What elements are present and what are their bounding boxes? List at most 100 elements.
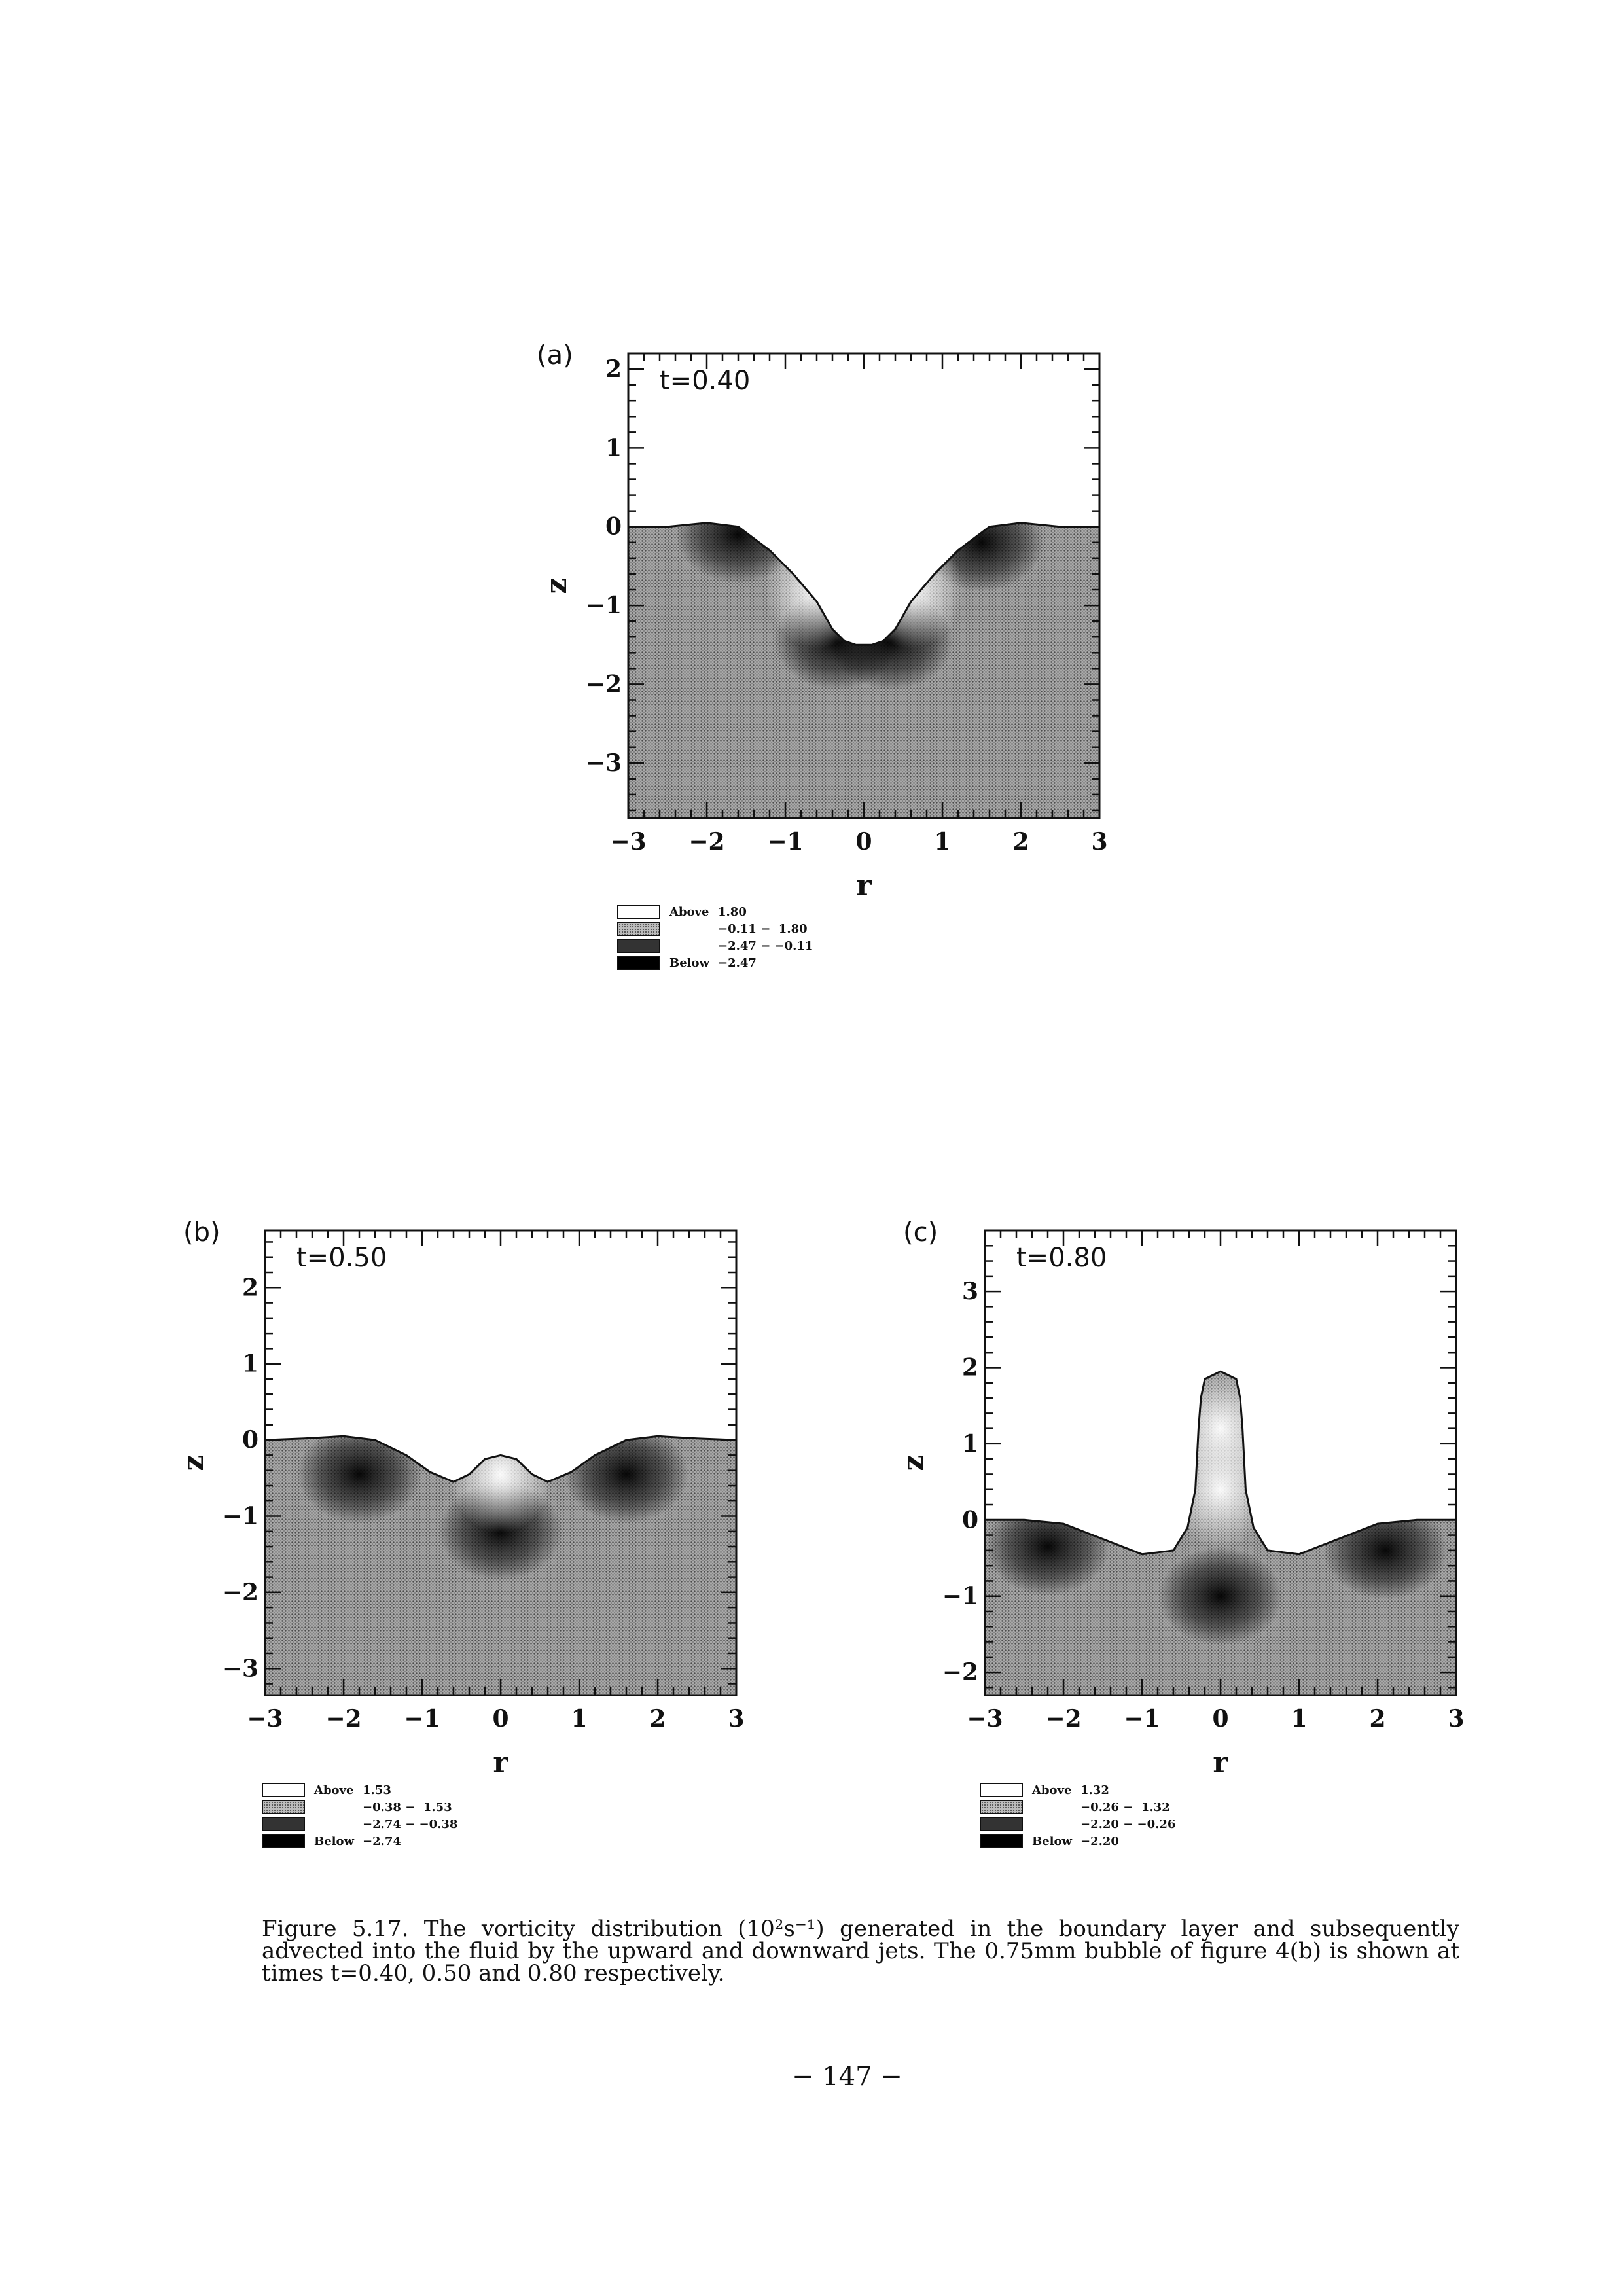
y-tick-label: −3 bbox=[223, 1655, 259, 1682]
y-tick-label: 2 bbox=[962, 1354, 978, 1382]
y-tick-label: −1 bbox=[223, 1502, 259, 1530]
legend-range: −2.47 − −0.11 bbox=[718, 939, 813, 953]
swatch-black bbox=[262, 1834, 305, 1848]
x-tick-label: 3 bbox=[728, 1705, 744, 1732]
legend-range: −0.11 − 1.80 bbox=[718, 922, 808, 936]
swatch-white bbox=[617, 905, 660, 919]
legend-a: Above 1.80 −0.11 − 1.80 −2.47 − −0.11 Bel… bbox=[617, 903, 813, 971]
y-axis-title: z bbox=[540, 578, 573, 594]
vorticity-dark-spot bbox=[297, 1436, 421, 1524]
x-tick-label: 1 bbox=[934, 828, 950, 855]
panel-letter: (b) bbox=[183, 1217, 221, 1247]
legend-row: −2.74 − −0.38 bbox=[262, 1816, 457, 1833]
legend-row: Above 1.32 bbox=[980, 1782, 1175, 1799]
y-axis-title: z bbox=[897, 1455, 930, 1471]
swatch-dotted bbox=[262, 1800, 305, 1814]
y-tick-label: 0 bbox=[242, 1426, 259, 1454]
swatch-dark bbox=[262, 1817, 305, 1831]
x-tick-label: 1 bbox=[1291, 1705, 1307, 1732]
legend-name: Below bbox=[1032, 1834, 1073, 1848]
x-axis-title: r bbox=[1213, 1746, 1228, 1780]
x-axis-title: r bbox=[493, 1746, 508, 1780]
legend-range: −2.20 − −0.26 bbox=[1080, 1817, 1176, 1831]
x-tick-label: −1 bbox=[767, 828, 803, 855]
x-tick-label: 0 bbox=[492, 1705, 508, 1732]
time-label: t=0.40 bbox=[660, 366, 750, 396]
y-tick-label: 0 bbox=[962, 1506, 978, 1534]
vorticity-plot-c: −3 −2 −1 0 1 2 3 3 2 1 0 −1 −2 r z t=0.80 bbox=[897, 1229, 1465, 1780]
swatch-black bbox=[980, 1834, 1023, 1848]
x-tick-label: 3 bbox=[1091, 828, 1107, 855]
legend-range: −0.26 − 1.32 bbox=[1080, 1800, 1170, 1814]
y-tick-label: 2 bbox=[242, 1274, 259, 1301]
legend-row: Above 1.53 bbox=[262, 1782, 457, 1799]
legend-row: −0.38 − 1.53 bbox=[262, 1799, 457, 1816]
legend-name: Above bbox=[669, 905, 709, 919]
y-tick-label: −3 bbox=[586, 749, 622, 777]
panel-letter: (c) bbox=[903, 1217, 938, 1247]
figure-panel-a: (a) −3 −2 −1 0 1 2 3 2 1 0 −1 −2 −3 r z t=0.40 Above 1.8… bbox=[537, 340, 1126, 970]
x-tick-label: 0 bbox=[855, 828, 872, 855]
x-tick-label: −2 bbox=[688, 828, 724, 855]
x-tick-label: −2 bbox=[1045, 1705, 1081, 1732]
legend-range: −2.20 bbox=[1080, 1834, 1119, 1848]
legend-row: Below −2.74 bbox=[262, 1833, 457, 1850]
legend-c: Above 1.32 −0.26 − 1.32 −2.20 − −0.26 Bel… bbox=[980, 1782, 1175, 1850]
vorticity-light-spot bbox=[448, 1436, 553, 1534]
y-tick-label: −2 bbox=[586, 670, 622, 698]
x-tick-label: −2 bbox=[325, 1705, 361, 1732]
y-tick-label: 1 bbox=[242, 1350, 259, 1378]
y-tick-label: −2 bbox=[223, 1579, 259, 1606]
page-number: − 147 − bbox=[792, 2062, 902, 2092]
legend-row: −0.11 − 1.80 bbox=[617, 920, 813, 937]
vorticity-light-spot bbox=[1168, 1371, 1273, 1488]
swatch-black bbox=[617, 956, 660, 970]
vorticity-dark-spot bbox=[1158, 1547, 1283, 1645]
legend-name: Above bbox=[314, 1783, 354, 1797]
time-label: t=0.80 bbox=[1016, 1243, 1107, 1273]
legend-row: Above 1.80 bbox=[617, 903, 813, 920]
x-tick-label: −3 bbox=[967, 1705, 1003, 1732]
legend-name: Below bbox=[314, 1834, 355, 1848]
legend-range: −0.38 − 1.53 bbox=[363, 1800, 452, 1814]
x-tick-label: 2 bbox=[649, 1705, 666, 1732]
vorticity-dark-spot bbox=[986, 1498, 1110, 1596]
x-tick-label: −1 bbox=[404, 1705, 440, 1732]
legend-row: Below −2.20 bbox=[980, 1833, 1175, 1850]
x-tick-label: −3 bbox=[247, 1705, 283, 1732]
y-tick-label: 3 bbox=[962, 1278, 978, 1305]
free-surface-line bbox=[628, 522, 1099, 646]
y-axis-title: z bbox=[177, 1455, 210, 1471]
legend-range: 1.80 bbox=[718, 905, 747, 919]
vorticity-dark-spot bbox=[1323, 1501, 1448, 1600]
legend-range: −2.74 bbox=[363, 1834, 401, 1848]
time-label: t=0.50 bbox=[296, 1243, 387, 1273]
legend-range: 1.53 bbox=[363, 1783, 391, 1797]
y-tick-label: 1 bbox=[962, 1430, 978, 1458]
y-tick-label: 1 bbox=[605, 434, 622, 461]
vorticity-dark-spot bbox=[676, 522, 800, 584]
legend-range: −2.47 bbox=[718, 956, 757, 970]
figure-panel-b: (b) −3 −2 −1 0 1 2 3 2 1 0 −1 −2 −3 r z t=0.50 Above 1.5… bbox=[177, 1217, 772, 1848]
x-axis-title: r bbox=[856, 869, 872, 903]
y-tick-label: −2 bbox=[942, 1659, 978, 1686]
swatch-dark bbox=[617, 939, 660, 953]
legend-name: Above bbox=[1032, 1783, 1072, 1797]
vorticity-light-spot bbox=[764, 531, 869, 649]
x-tick-label: 2 bbox=[1012, 828, 1029, 855]
legend-range: 1.32 bbox=[1080, 1783, 1109, 1797]
free-surface-line bbox=[264, 1435, 737, 1483]
swatch-white bbox=[980, 1783, 1023, 1797]
legend-name: Below bbox=[669, 956, 710, 970]
legend-row: −0.26 − 1.32 bbox=[980, 1799, 1175, 1816]
x-tick-label: −1 bbox=[1124, 1705, 1160, 1732]
y-tick-label: 2 bbox=[605, 355, 622, 383]
legend-b: Above 1.53 −0.38 − 1.53 −2.74 − −0.38 Bel… bbox=[262, 1782, 457, 1850]
x-tick-label: 2 bbox=[1369, 1705, 1385, 1732]
panel-letter: (a) bbox=[537, 340, 573, 370]
vorticity-light-spot bbox=[859, 531, 963, 649]
y-tick-label: −1 bbox=[942, 1583, 978, 1610]
swatch-dark bbox=[980, 1817, 1023, 1831]
swatch-dotted bbox=[617, 922, 660, 936]
swatch-white bbox=[262, 1783, 305, 1797]
